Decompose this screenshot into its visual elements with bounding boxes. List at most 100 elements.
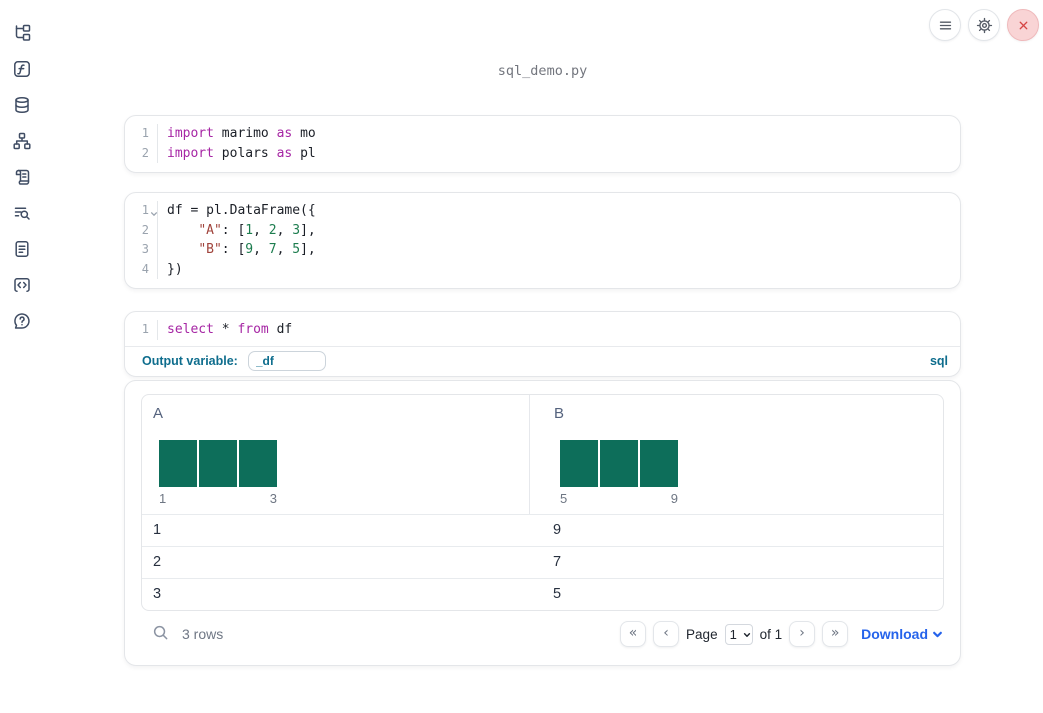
sidebar-item-datasources[interactable] (13, 96, 31, 114)
code-editor[interactable]: 1 select * from df (125, 312, 960, 346)
first-page-button[interactable]: « (620, 621, 647, 647)
pagination: « ‹ Page 1 of 1 › » (620, 621, 849, 647)
line-number: 1 (125, 320, 158, 340)
histogram-min-label: 1 (159, 490, 167, 506)
sidebar-item-dependencies[interactable] (13, 132, 31, 150)
next-page-button[interactable]: › (789, 621, 816, 647)
notebook-filename[interactable]: sql_demo.py (497, 63, 588, 79)
histogram-bar[interactable] (640, 439, 679, 487)
menu-icon (939, 21, 951, 30)
close-icon (1019, 21, 1027, 29)
histogram-bar[interactable] (159, 439, 197, 487)
notebook: sql_demo.py 1 import marimo as mo 2 import … (124, 0, 961, 666)
table-cell: 2 (153, 553, 162, 570)
fold-chevron-icon[interactable] (150, 205, 158, 217)
histogram-bar[interactable] (560, 439, 598, 487)
sql-cell[interactable]: 1 select * from df Output variable: sql (124, 311, 961, 377)
language-badge: sql (929, 354, 948, 368)
code-text: "A": [1, 2, 3], (198, 222, 316, 238)
code-editor[interactable]: 1 import marimo as mo 2 import polars as pl (125, 116, 960, 172)
previous-page-button[interactable]: ‹ (653, 621, 680, 647)
code-line[interactable]: 2 "A": [1, 2, 3], (125, 220, 960, 240)
help-bubble-icon (14, 313, 30, 329)
line-number: 1 (125, 201, 158, 221)
dependency-graph-icon (13, 132, 31, 150)
page-label: Page (686, 626, 718, 642)
menu-button[interactable] (929, 9, 961, 41)
sql-cell-footer: Output variable: sql (125, 345, 960, 376)
line-number: 2 (125, 143, 158, 163)
code-text: }) (167, 261, 183, 277)
table-cell: 7 (553, 553, 562, 570)
page-select[interactable]: 1 (724, 623, 753, 645)
sidebar-item-documentation[interactable] (13, 240, 31, 258)
column-name: A (153, 404, 164, 422)
code-text: select * from df (167, 322, 293, 337)
code-line[interactable]: 3 "B": [9, 7, 5], (125, 240, 960, 260)
function-square-icon (14, 61, 30, 77)
chevron-down-icon (933, 631, 942, 637)
code-line[interactable]: 1 select * from df (125, 320, 960, 340)
code-text: import polars as pl (167, 145, 316, 161)
code-text: "B": [9, 7, 5], (198, 242, 316, 257)
file-tree-icon (15, 24, 31, 41)
output-variable-label: Output variable: (142, 354, 238, 368)
column-name: B (554, 404, 565, 422)
table-cell: 5 (553, 585, 562, 602)
code-line[interactable]: 1 df = pl.DataFrame({ (125, 201, 960, 221)
histogram-bar[interactable] (600, 439, 638, 487)
sidebar-item-file-explorer[interactable] (13, 24, 31, 42)
code-line[interactable]: 1 import marimo as mo (125, 124, 960, 144)
settings-button[interactable] (968, 9, 1000, 41)
code-editor[interactable]: 1 df = pl.DataFrame({2 "A": [1, 2, 3], 3 "… (125, 193, 960, 288)
scroll-icon (15, 169, 30, 185)
notebook-actions (929, 9, 1039, 41)
sidebar-item-scratchpad[interactable] (13, 204, 31, 222)
code-cell[interactable]: 1 df = pl.DataFrame({2 "A": [1, 2, 3], 3 "… (124, 192, 961, 289)
histogram-min-label: 5 (560, 490, 568, 506)
table-cell: 1 (153, 521, 162, 538)
sidebar-item-help[interactable] (13, 312, 31, 330)
histogram-bar[interactable] (199, 439, 237, 487)
sidebar (0, 0, 44, 713)
search-icon (153, 625, 167, 640)
line-number: 2 (125, 220, 158, 240)
row-count-label: 3 rows (182, 626, 224, 642)
sidebar-item-logs[interactable] (13, 168, 31, 186)
code-snippet-icon (14, 278, 30, 292)
sidebar-item-snippets[interactable] (13, 276, 31, 294)
shutdown-button[interactable] (1007, 9, 1039, 41)
code-cell[interactable]: 1 import marimo as mo 2 import polars as pl (124, 115, 961, 173)
gear-icon (976, 17, 992, 33)
code-text: df = pl.DataFrame({ (167, 203, 316, 218)
code-line[interactable]: 4}) (125, 259, 960, 279)
line-number: 3 (125, 240, 158, 260)
code-text: import marimo as mo (167, 126, 316, 141)
search-button[interactable] (149, 623, 171, 645)
column-header[interactable]: A 1 3 (142, 395, 529, 514)
histogram-max-label: 3 (269, 490, 277, 506)
database-icon (15, 96, 29, 114)
table-cell: 9 (553, 521, 562, 538)
table-cell: 3 (153, 585, 162, 602)
sidebar-item-variables[interactable] (13, 60, 31, 78)
line-number: 4 (125, 259, 158, 279)
download-button[interactable]: Download (861, 626, 943, 642)
list-search-icon (14, 207, 30, 220)
page-total-label: of 1 (759, 626, 783, 642)
code-line[interactable]: 2 import polars as pl (125, 143, 960, 163)
histogram-bar[interactable] (239, 439, 278, 487)
last-page-button[interactable]: » (822, 621, 849, 647)
output-variable-input[interactable] (247, 351, 326, 371)
page-select-wrap: 1 (724, 623, 753, 645)
